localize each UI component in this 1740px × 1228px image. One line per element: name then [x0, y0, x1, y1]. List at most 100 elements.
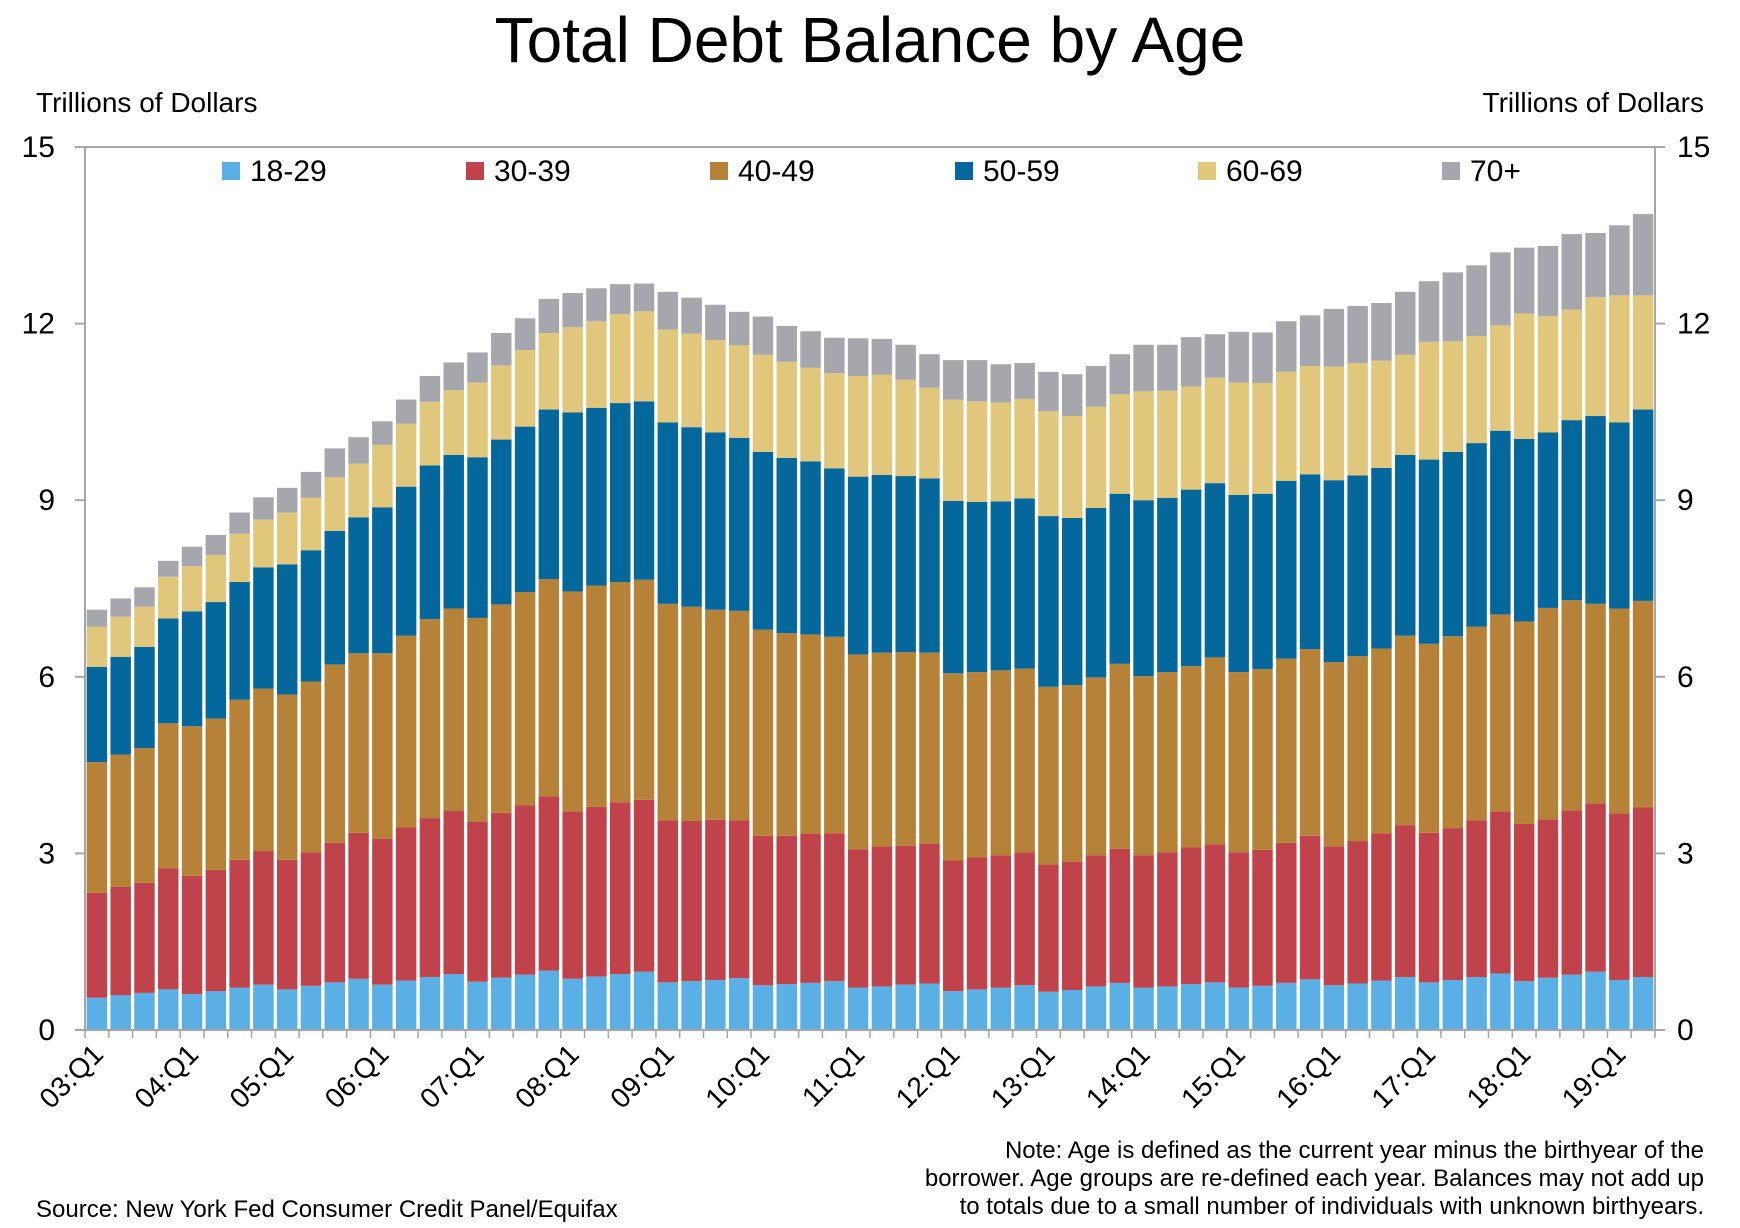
bar-segment-50-59-05Q4 [348, 517, 369, 654]
bar-segment-40-49-12Q4 [1014, 668, 1035, 853]
bar-segment-30-39-12Q3 [990, 855, 1012, 988]
bar-segment-30-39-08Q3 [610, 802, 631, 975]
bar-segment-60-69-15Q4 [1299, 365, 1321, 475]
bar-segment-70+-10Q1 [752, 316, 774, 355]
bar-segment-70+-13Q4 [1109, 354, 1130, 395]
bar-segment-40-49-15Q4 [1299, 649, 1321, 836]
y-tick-label-right: 12 [1677, 308, 1710, 341]
bar-segment-30-39-11Q1 [847, 849, 869, 988]
bar-segment-50-59-11Q4 [919, 478, 940, 653]
bar-segment-30-39-18Q2 [1537, 819, 1559, 978]
x-tick-label: 06:Q1 [319, 1038, 395, 1114]
x-tick-label: 10:Q1 [699, 1038, 775, 1114]
bar-segment-40-49-10Q4 [824, 636, 845, 834]
bar-segment-60-69-11Q2 [871, 374, 893, 475]
bar-segment-50-59-17Q1 [1418, 459, 1440, 644]
x-tick-label: 14:Q1 [1080, 1038, 1156, 1114]
bar-segment-40-49-07Q1 [467, 617, 488, 822]
bar-segment-60-69-15Q1 [1228, 382, 1249, 495]
bar-segment-50-59-11Q2 [871, 474, 893, 653]
bar-segment-60-69-14Q2 [1157, 390, 1178, 498]
bar-segment-70+-12Q1 [943, 360, 964, 400]
bar-segment-70+-10Q4 [824, 337, 845, 374]
bar-segment-40-49-12Q3 [990, 670, 1012, 856]
bar-segment-70+-03Q1 [86, 609, 108, 627]
bar-segment-60-69-10Q2 [776, 361, 797, 458]
bar-segment-50-59-14Q2 [1157, 497, 1178, 673]
bar-segment-40-49-08Q4 [633, 579, 655, 800]
bar-segment-18-29-16Q2 [1347, 983, 1368, 1030]
bar-segment-18-29-09Q4 [728, 978, 750, 1030]
bar-segment-60-69-03Q3 [134, 606, 155, 647]
bar-segment-30-39-17Q2 [1442, 828, 1464, 980]
bar-segment-70+-13Q3 [1085, 365, 1107, 407]
bar-segment-60-69-06Q4 [443, 390, 464, 455]
bar-segment-18-29-03Q4 [158, 989, 179, 1030]
bar-segment-40-49-04Q3 [229, 699, 250, 860]
bar-segment-18-29-14Q4 [1204, 982, 1226, 1030]
bar-segment-70+-14Q4 [1204, 334, 1226, 378]
legend-swatch-70+ [1442, 162, 1460, 180]
bar-segment-60-69-12Q4 [1014, 398, 1035, 499]
bar-segment-70+-04Q4 [253, 497, 274, 520]
bar-segment-70+-07Q2 [491, 333, 512, 366]
bar-segment-70+-16Q2 [1347, 305, 1368, 364]
bar-segment-60-69-09Q2 [681, 333, 702, 428]
bar-segment-70+-15Q2 [1252, 332, 1273, 384]
bar-segment-70+-13Q2 [1061, 374, 1083, 417]
bar-segment-70+-09Q1 [657, 291, 679, 330]
bar-segment-30-39-18Q4 [1585, 803, 1606, 972]
bar-segment-30-39-16Q4 [1395, 825, 1416, 978]
bar-segment-30-39-04Q4 [253, 851, 274, 985]
bar-segment-60-69-13Q3 [1085, 406, 1107, 508]
bar-segment-40-49-07Q2 [491, 604, 512, 813]
bar-segment-60-69-16Q1 [1323, 366, 1345, 481]
bar-segment-30-39-12Q4 [1014, 852, 1035, 986]
bar-segment-50-59-18Q2 [1537, 432, 1559, 608]
bar-segment-40-49-16Q4 [1395, 635, 1416, 826]
bar-segment-50-59-14Q1 [1133, 500, 1154, 677]
y-tick-label-left: 0 [38, 1014, 55, 1047]
bar-segment-50-59-09Q4 [728, 437, 750, 611]
bar-segment-50-59-09Q1 [657, 422, 679, 604]
x-tick-label: 07:Q1 [414, 1038, 490, 1114]
bar-segment-30-39-15Q4 [1299, 835, 1321, 980]
bar-segment-40-49-05Q4 [348, 653, 369, 833]
bar-segment-18-29-13Q1 [1038, 991, 1059, 1030]
bar-segment-18-29-09Q1 [657, 982, 679, 1030]
bar-segment-70+-07Q3 [514, 318, 536, 351]
bar-segment-70+-06Q3 [419, 375, 441, 402]
bar-segment-40-49-03Q3 [134, 748, 155, 883]
left-axis-unit: Trillions of Dollars [36, 87, 257, 118]
bar-segment-50-59-04Q4 [253, 567, 274, 689]
legend-swatch-60-69 [1198, 162, 1216, 180]
bar-segment-70+-08Q1 [562, 292, 583, 328]
bar-segment-50-59-16Q2 [1347, 475, 1368, 657]
bar-segment-18-29-05Q2 [300, 985, 322, 1030]
bar-segment-60-69-11Q1 [847, 375, 869, 477]
bar-segment-50-59-06Q1 [372, 507, 393, 654]
legend-label-60-69: 60-69 [1226, 155, 1303, 188]
bar-segment-60-69-19Q1 [1609, 295, 1630, 423]
x-tick-label: 19:Q1 [1556, 1038, 1632, 1114]
bar-segment-30-39-19Q2 [1632, 807, 1654, 978]
note-line-2: borrower. Age groups are re-defined each… [925, 1165, 1704, 1192]
bar-segment-18-29-12Q2 [966, 989, 988, 1030]
bar-segment-30-39-05Q3 [324, 842, 345, 983]
bar-segment-30-39-09Q4 [728, 820, 750, 979]
bar-segment-70+-12Q4 [1014, 363, 1035, 399]
bar-segment-30-39-10Q4 [824, 833, 845, 982]
bar-segment-60-69-10Q3 [800, 367, 821, 462]
bar-segment-40-49-03Q1 [86, 762, 108, 893]
bar-segment-50-59-10Q1 [752, 451, 774, 630]
bar-segment-18-29-18Q3 [1561, 974, 1582, 1030]
bar-segment-30-39-18Q3 [1561, 810, 1582, 975]
bar-segment-70+-16Q1 [1323, 308, 1345, 367]
bar-segment-18-29-10Q1 [752, 985, 774, 1030]
bar-segment-50-59-13Q4 [1109, 493, 1130, 664]
bar-segment-60-69-13Q4 [1109, 394, 1130, 494]
bar-segment-50-59-15Q3 [1276, 480, 1297, 659]
bar-segment-60-69-14Q3 [1180, 386, 1202, 490]
bar-segment-40-49-18Q2 [1537, 607, 1559, 820]
bar-segment-70+-11Q1 [847, 338, 869, 376]
